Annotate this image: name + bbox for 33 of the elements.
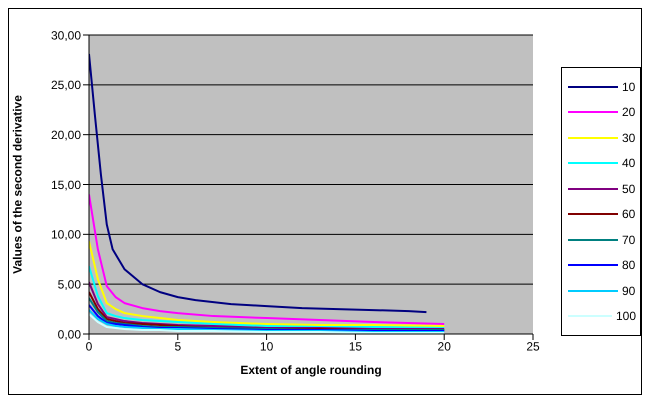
line-series <box>89 52 428 314</box>
y-axis-title: Values of the second derivative <box>10 94 24 274</box>
x-tick-label: 0 <box>86 340 93 354</box>
legend-label: 30 <box>622 130 636 145</box>
x-tick-label: 25 <box>526 340 540 354</box>
y-tick-label: 20,00 <box>50 128 82 142</box>
line-series <box>89 304 446 332</box>
y-tick-label: 5,00 <box>58 277 82 292</box>
y-tick-label: 25,00 <box>50 78 82 92</box>
legend-label: 70 <box>622 232 636 247</box>
line-series <box>89 265 446 330</box>
x-tick-label: 5 <box>174 340 182 354</box>
legend-label: 80 <box>622 258 636 272</box>
x-tick-label: 15 <box>348 340 362 354</box>
legend-label: 60 <box>622 207 636 222</box>
y-tick-label: 10,00 <box>50 228 82 242</box>
line-series <box>89 281 446 330</box>
legend-label: 10 <box>622 80 636 94</box>
x-axis-title: Extent of angle rounding <box>240 363 382 377</box>
legend-label: 20 <box>622 105 636 120</box>
legend-label: 100 <box>616 309 636 324</box>
line-series <box>89 193 446 326</box>
line-series <box>89 313 446 334</box>
y-tick-label: 30,00 <box>50 28 82 42</box>
y-tick-label: 15,00 <box>50 178 82 192</box>
legend-label: 50 <box>622 182 636 196</box>
x-tick-label: 20 <box>438 340 452 354</box>
y-tick-label: 0,00 <box>58 327 82 342</box>
line-series <box>89 240 446 328</box>
legend-label: 40 <box>622 156 636 170</box>
legend-label: 90 <box>622 284 636 298</box>
line-series <box>89 309 446 334</box>
x-tick-label: 10 <box>260 340 274 354</box>
